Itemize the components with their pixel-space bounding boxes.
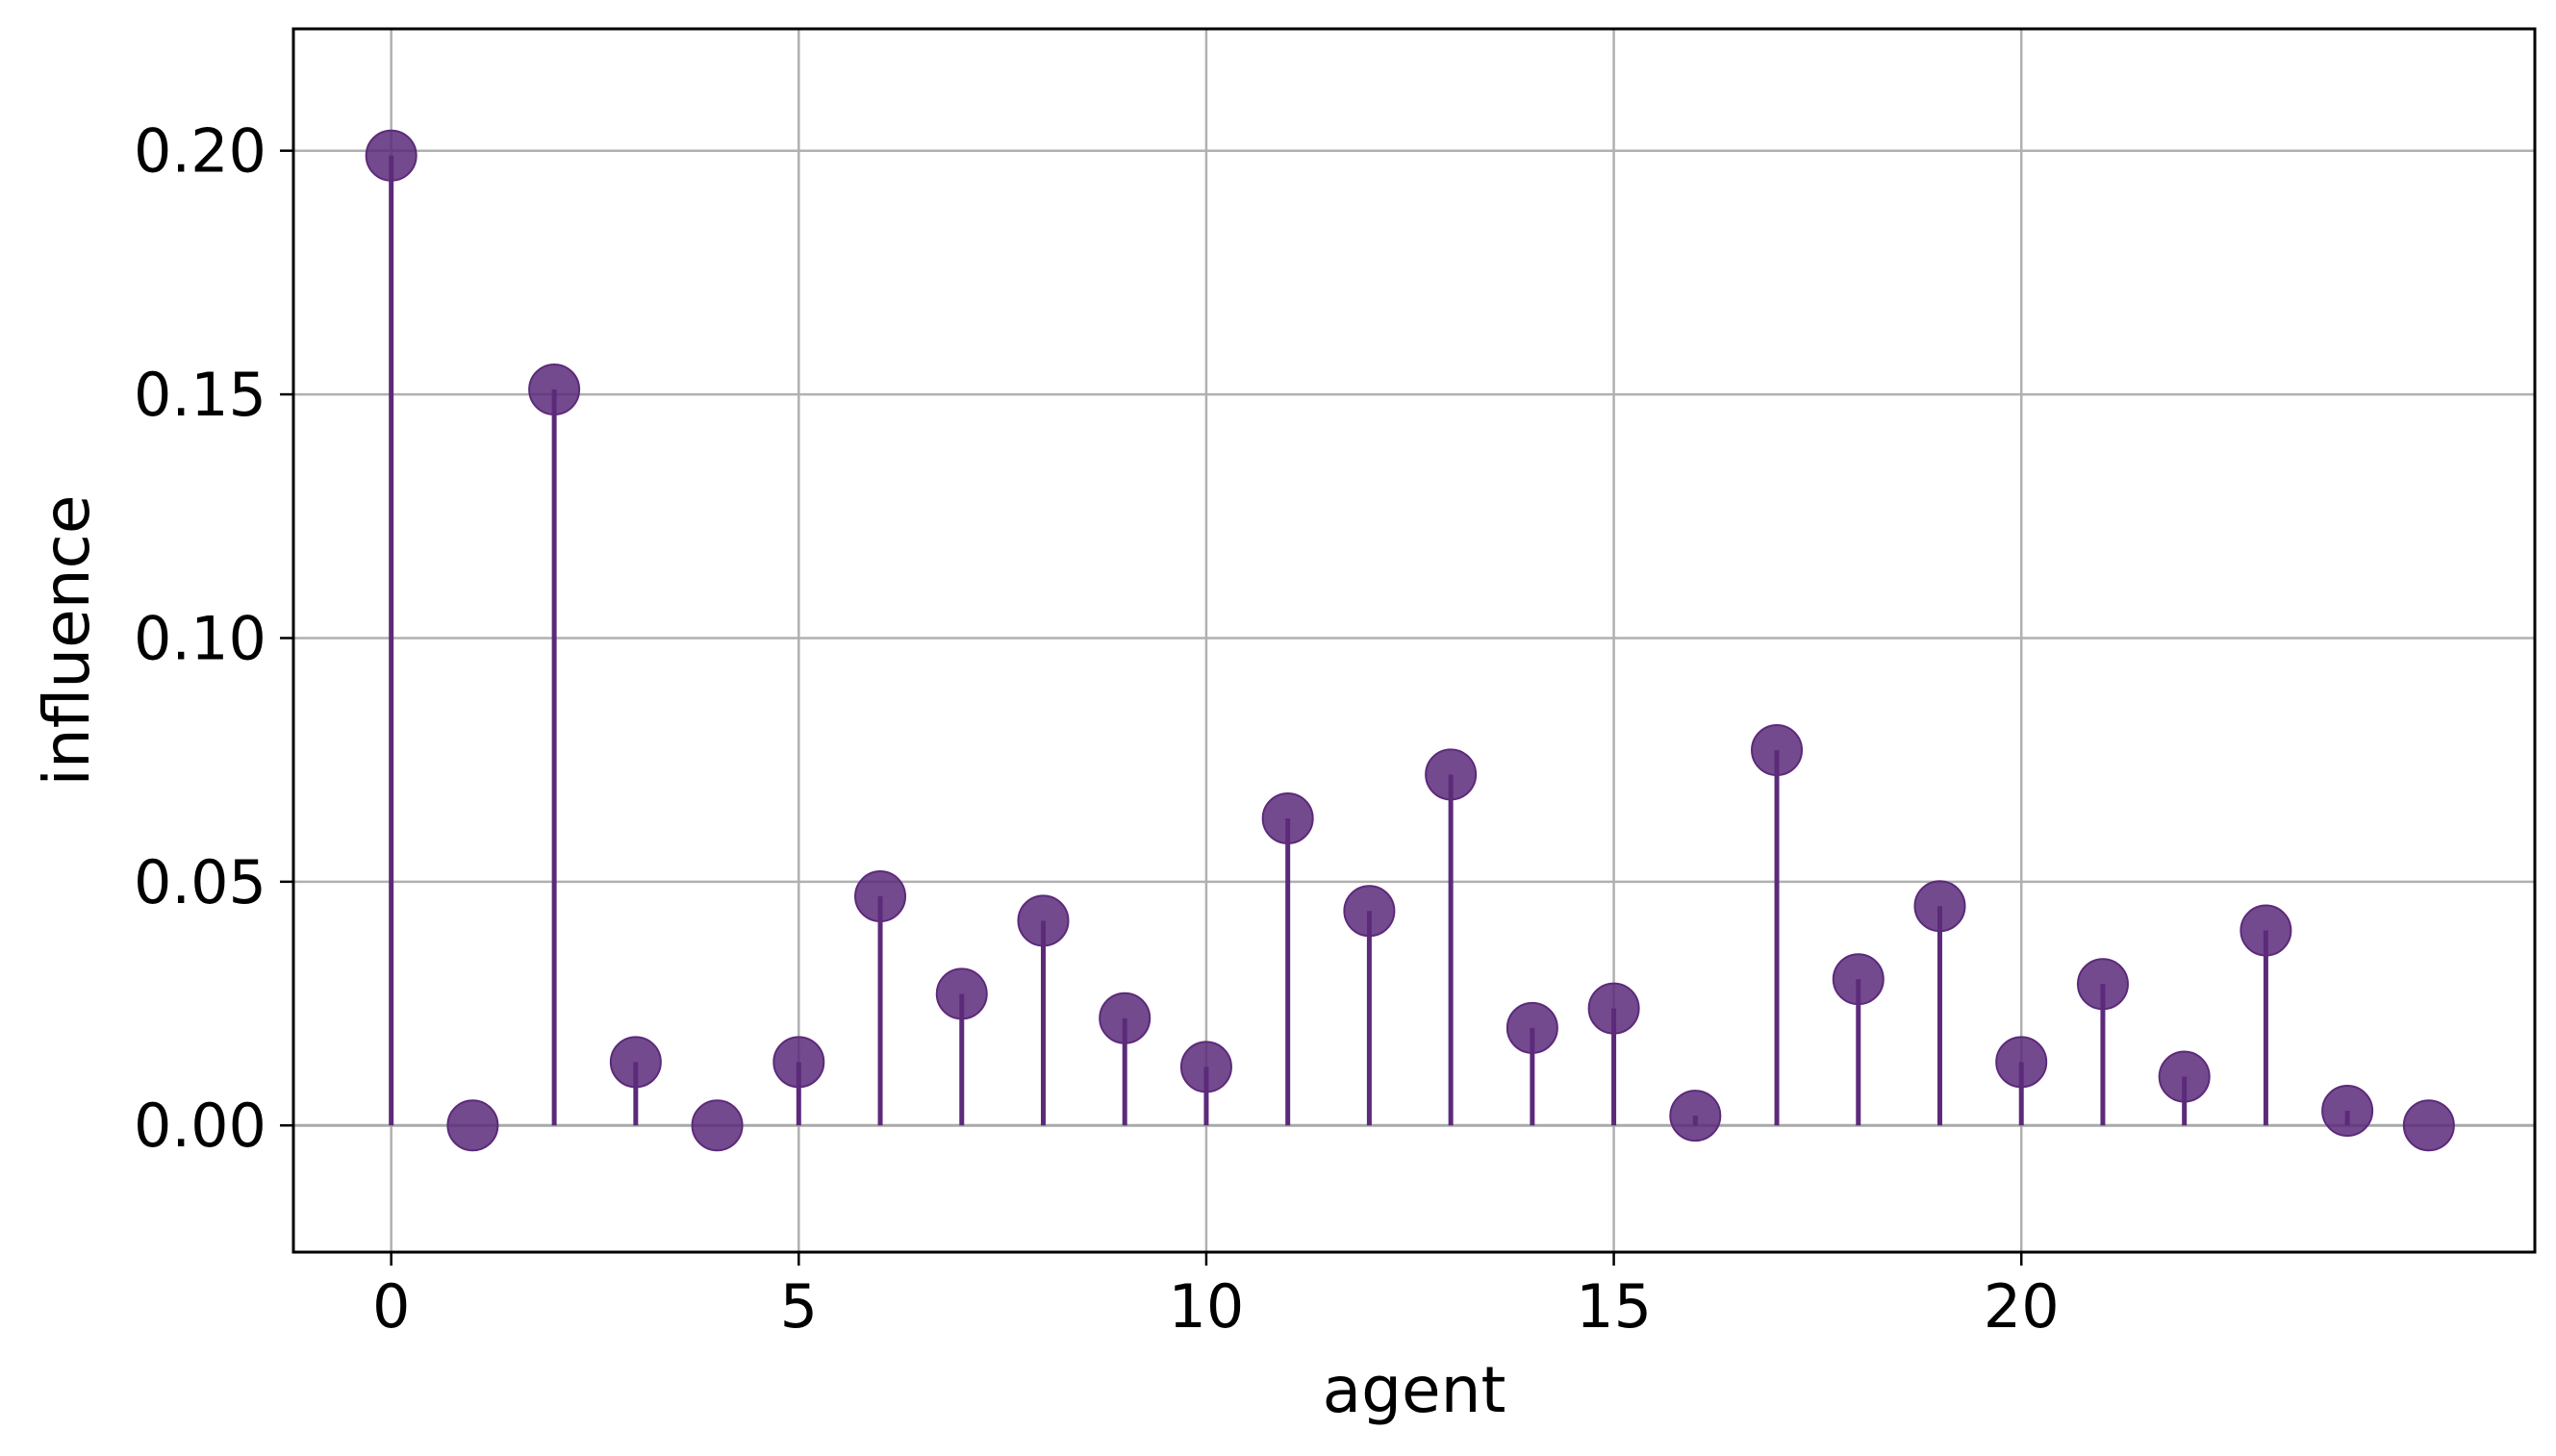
data-point-marker: [1179, 1041, 1232, 1093]
stems: [389, 155, 2350, 1126]
x-tick-label: 0: [372, 1271, 410, 1342]
data-point-marker: [609, 1036, 662, 1089]
data-point-marker: [935, 967, 988, 1020]
y-axis-label: influence: [30, 495, 104, 787]
data-point-marker: [2158, 1050, 2211, 1103]
data-point-marker: [691, 1099, 744, 1152]
ticks: 0 5 10 15 20 0.00 0.05 0.10 0.15 0.20: [134, 116, 2060, 1342]
y-tick-label: 0.05: [134, 847, 266, 917]
x-axis-label: agent: [1323, 1353, 1506, 1427]
data-point-marker: [1751, 724, 1804, 777]
data-point-marker: [1506, 1001, 1558, 1054]
data-point-marker: [2076, 958, 2129, 1011]
data-point-marker: [2240, 904, 2292, 957]
data-point-marker: [1099, 992, 1151, 1044]
y-tick-label: 0.00: [134, 1091, 266, 1161]
data-point-marker: [1343, 885, 1396, 938]
y-tick-label: 0.15: [134, 360, 266, 430]
data-point-marker: [1425, 748, 1478, 801]
data-point-marker: [1261, 791, 1314, 844]
x-tick-label: 20: [1984, 1271, 2060, 1342]
markers: [365, 129, 2455, 1152]
x-tick-label: 5: [780, 1271, 818, 1342]
x-tick-label: 15: [1576, 1271, 1652, 1342]
data-point-marker: [2402, 1099, 2455, 1152]
data-point-marker: [854, 870, 907, 923]
data-point-marker: [772, 1036, 825, 1089]
data-point-marker: [1017, 894, 1070, 947]
data-point-marker: [1587, 982, 1640, 1035]
plot-frame: [291, 27, 2537, 1254]
y-tick-label: 0.10: [134, 603, 266, 673]
y-tick-label: 0.20: [134, 116, 266, 187]
data-point-marker: [528, 364, 581, 416]
data-point-marker: [1832, 953, 1885, 1006]
data-point-marker: [365, 129, 418, 182]
data-point-marker: [446, 1099, 499, 1152]
data-point-marker: [1913, 880, 1966, 933]
data-point-marker: [1995, 1036, 2048, 1089]
x-tick-label: 10: [1168, 1271, 1244, 1342]
data-point-marker: [2321, 1085, 2374, 1138]
data-point-marker: [1669, 1090, 1722, 1142]
